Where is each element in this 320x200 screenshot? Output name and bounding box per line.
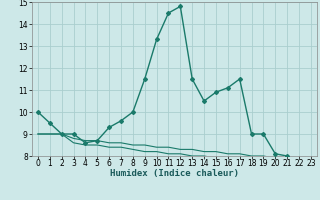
X-axis label: Humidex (Indice chaleur): Humidex (Indice chaleur) — [110, 169, 239, 178]
